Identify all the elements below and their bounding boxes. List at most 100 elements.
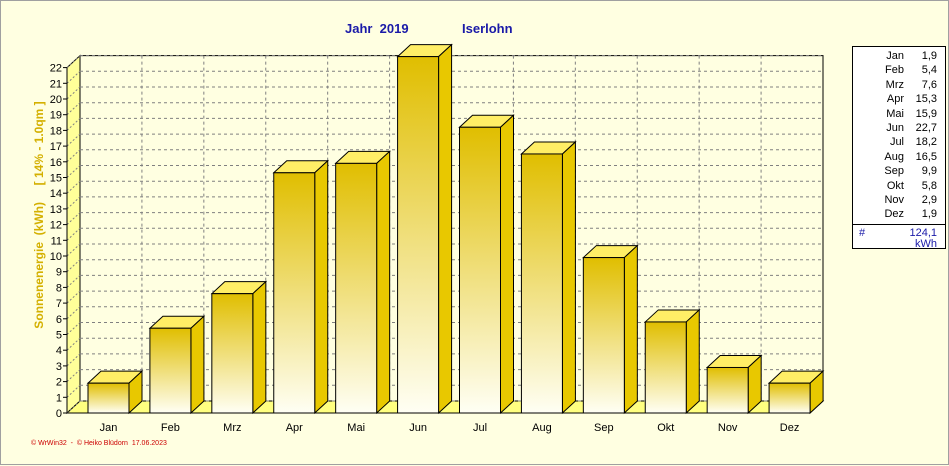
bar-apr bbox=[272, 159, 330, 415]
bar-front-face bbox=[706, 366, 749, 414]
grid-line-side bbox=[66, 353, 81, 367]
y-axis-label: Sonnenenergie (kWh) [ 14% - 1.0qm ] bbox=[32, 101, 46, 329]
grid-line-side bbox=[66, 102, 81, 116]
bar-side-face bbox=[190, 315, 205, 415]
legend-separator bbox=[853, 224, 945, 225]
legend-value: 15,3 bbox=[915, 93, 937, 106]
y-tick-label: 19 bbox=[50, 110, 62, 122]
bar-okt bbox=[643, 308, 701, 415]
grid-line-side bbox=[66, 55, 81, 68]
x-tick-label: Aug bbox=[532, 422, 552, 434]
grid-line-side bbox=[66, 243, 81, 257]
y-tick-label: 17 bbox=[50, 141, 62, 153]
grid-line-side bbox=[66, 275, 81, 288]
legend-month: Sep bbox=[884, 165, 904, 178]
bar-front-face bbox=[768, 382, 811, 414]
y-tick-label: 8 bbox=[56, 282, 62, 294]
legend-row: Nov 2,9 bbox=[853, 193, 945, 207]
legend-month: Apr bbox=[886, 93, 904, 106]
legend-value: 1,9 bbox=[921, 50, 937, 62]
bar-side-face bbox=[252, 280, 267, 415]
x-tick-label: Dez bbox=[780, 422, 800, 434]
legend-value: 9,9 bbox=[921, 165, 937, 178]
x-tick-label: Okt bbox=[657, 422, 674, 434]
x-tick-label: Jan bbox=[100, 422, 118, 434]
y-tick-label: 15 bbox=[50, 173, 62, 185]
y-tick-label: 21 bbox=[50, 78, 62, 90]
legend-month: Jun bbox=[886, 122, 904, 134]
bar-jun bbox=[396, 43, 453, 415]
legend-month: Aug bbox=[884, 150, 904, 163]
grid-line-side bbox=[66, 196, 81, 210]
x-tick-label: Jul bbox=[473, 422, 487, 434]
legend-total-symbol: # bbox=[859, 227, 866, 239]
legend-month: Okt bbox=[886, 179, 904, 192]
bar-dez bbox=[767, 370, 825, 415]
legend-row: Mrz 7,6 bbox=[853, 78, 945, 92]
y-tick-label: 2 bbox=[56, 377, 62, 389]
legend-value: 15,9 bbox=[915, 107, 937, 120]
legend-row: Mai 15,9 bbox=[853, 107, 945, 121]
legend-value: 5,8 bbox=[921, 179, 937, 192]
grid-line-side bbox=[66, 86, 81, 100]
bar-sep bbox=[582, 244, 639, 415]
value-legend: Jan 1,9 Feb 5,4 Mrz 7,6 Apr 15,3 Mai 15,9 Jun 22,7 J… bbox=[852, 46, 946, 250]
legend-unit: kWh bbox=[915, 238, 937, 250]
bar-side-face bbox=[561, 140, 576, 415]
bar-side-face bbox=[685, 308, 700, 415]
grid-line-side bbox=[66, 322, 81, 335]
grid-line-side bbox=[66, 227, 81, 241]
bar-aug bbox=[520, 140, 577, 415]
y-tick-label: 20 bbox=[50, 94, 62, 106]
legend-row: Feb 5,4 bbox=[853, 63, 945, 77]
y-tick-label: 10 bbox=[50, 251, 62, 263]
grid-line-side bbox=[66, 369, 81, 382]
x-tick-label: Sep bbox=[594, 422, 614, 434]
bar-jan bbox=[86, 370, 144, 415]
grid-line-side bbox=[66, 337, 81, 351]
x-tick-label: Mai bbox=[347, 422, 365, 434]
bar-front-face bbox=[459, 126, 501, 414]
legend-value: 22,7 bbox=[915, 122, 937, 134]
bar-mai bbox=[334, 150, 391, 415]
y-tick-label: 12 bbox=[50, 220, 62, 232]
grid-line-side bbox=[66, 165, 81, 178]
bar-jul bbox=[458, 114, 515, 415]
legend-row: Jan 1,9 bbox=[853, 49, 945, 63]
grid-line-side bbox=[66, 180, 81, 194]
legend-row: Dez 1,9 bbox=[853, 207, 945, 221]
legend-value: 16,5 bbox=[915, 150, 937, 163]
legend-month: Nov bbox=[884, 194, 904, 206]
bar-nov bbox=[705, 354, 763, 415]
legend-value: 2,9 bbox=[921, 194, 937, 206]
bar-feb bbox=[148, 315, 206, 415]
grid-line-side bbox=[66, 306, 81, 320]
x-tick-label: Mrz bbox=[223, 422, 241, 434]
legend-value: 18,2 bbox=[915, 136, 937, 149]
y-tick-label: 13 bbox=[50, 204, 62, 216]
legend-month: Feb bbox=[885, 64, 904, 77]
bar-front-face bbox=[582, 257, 625, 414]
bar-side-face bbox=[623, 244, 638, 415]
bar-front-face bbox=[520, 153, 563, 414]
legend-month: Mrz bbox=[885, 78, 904, 91]
y-tick-label: 22 bbox=[50, 63, 62, 75]
grid-line-side bbox=[66, 259, 81, 273]
legend-row: Jun 22,7 bbox=[853, 121, 945, 135]
x-tick-label: Feb bbox=[161, 422, 180, 434]
bar-front-face bbox=[273, 172, 316, 414]
grid-line-side bbox=[66, 70, 81, 84]
bar-front-face bbox=[397, 56, 440, 414]
y-tick-label: 0 bbox=[56, 408, 62, 420]
bar-side-face bbox=[438, 43, 453, 415]
legend-month: Mai bbox=[886, 107, 904, 120]
chart-title-year: Jahr 2019 bbox=[345, 21, 409, 36]
legend-value: 7,6 bbox=[921, 78, 937, 91]
legend-total: 124,1 bbox=[909, 227, 937, 239]
grid-line-side bbox=[66, 212, 81, 225]
x-tick-label: Nov bbox=[718, 422, 738, 434]
y-tick-label: 16 bbox=[50, 157, 62, 169]
y-tick-label: 14 bbox=[50, 188, 62, 200]
chart-title-city: Iserlohn bbox=[462, 21, 513, 36]
grid-line-side bbox=[66, 384, 81, 398]
